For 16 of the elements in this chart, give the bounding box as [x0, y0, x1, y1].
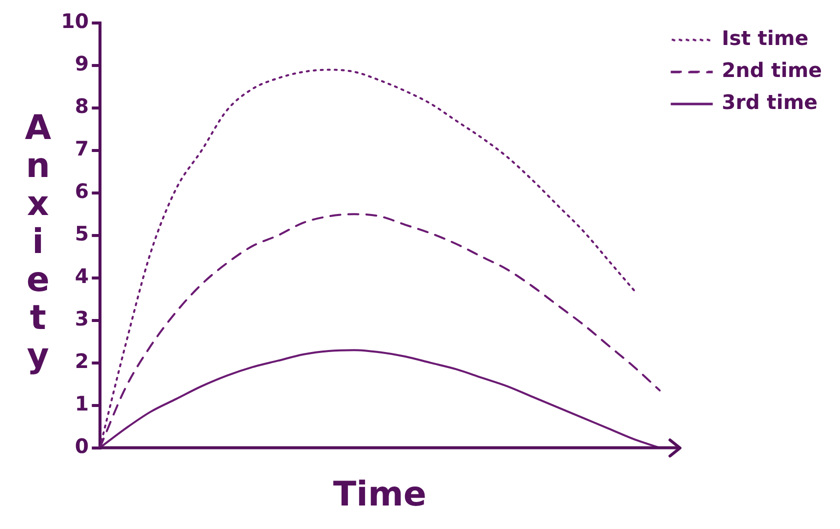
y-tick-label: 9: [74, 52, 89, 76]
y-tick-label: 3: [74, 306, 89, 331]
y-tick-label: 4: [74, 264, 89, 288]
legend-label: 2nd time: [722, 58, 822, 82]
y-tick-label: 10: [60, 9, 89, 34]
legend-label: Ist time: [722, 26, 808, 50]
y-tick-label: 2: [74, 349, 89, 374]
y-tick-label: 5: [74, 222, 89, 246]
y-tick-label: 0: [74, 434, 89, 458]
y-tick-label: 1: [74, 392, 89, 416]
x-axis-title: Time: [333, 474, 426, 514]
y-tick-label: 6: [74, 179, 89, 204]
y-axis-title: Anxiety: [18, 108, 58, 374]
legend-label: 3rd time: [722, 90, 818, 114]
y-tick-label: 7: [74, 136, 89, 161]
y-tick-label: 8: [74, 94, 89, 118]
